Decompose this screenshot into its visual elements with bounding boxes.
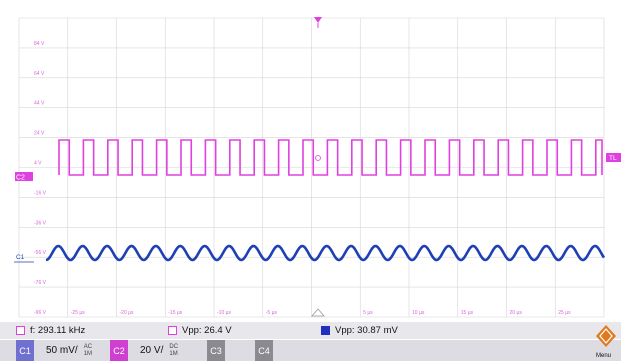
measurement-text: f: 293.11 kHz [30,325,86,336]
x-axis-label: 5 µs [363,310,373,316]
channel-tag: C4 [255,340,273,361]
x-axis-labels: -25 µs -20 µs -15 µs -10 µs -5 µs 5 µs 10 µs 15… [71,310,571,316]
trigger-position-marker[interactable] [314,17,322,28]
y-axis-label: -16 V [34,190,47,196]
c1-marker[interactable]: C1 [14,254,34,263]
trace-c1 [45,244,606,262]
menu-icon [596,325,616,347]
x-axis-label: -10 µs [217,310,231,316]
channel-c4[interactable]: C4 [255,340,300,361]
trigger-level-marker[interactable]: TL [606,153,621,162]
measurement-vpp-c2[interactable]: Vpp: 26.4 V [168,324,232,337]
y-axis-label: 84 V [34,41,45,47]
x-axis-label: 15 µs [461,310,474,316]
y-axis-label: -76 V [34,280,47,286]
channel-tag: C1 [16,340,34,361]
svg-text:C2: C2 [16,175,25,182]
channel-c2[interactable]: C2 20 V/ DC 1M [110,340,202,361]
measurement-text: Vpp: 26.4 V [182,325,232,336]
c2-marker[interactable]: C2 [15,172,33,182]
channel-scale: 50 mV/ [46,345,78,356]
measurement-frequency[interactable]: f: 293.11 kHz [16,324,85,337]
measurement-swatch [16,326,25,335]
channel-coupling: AC 1M [83,343,93,357]
measurement-bar: f: 293.11 kHz Vpp: 26.4 V Vpp: 30.87 mV [0,322,621,339]
channel-tag: C3 [207,340,225,361]
y-axis-label: -36 V [34,220,47,226]
y-axis-label: 64 V [34,71,45,77]
graticule [18,17,605,318]
x-axis-label: -25 µs [71,310,85,316]
channel-c1[interactable]: C1 50 mV/ AC 1M [16,340,108,361]
x-axis-label: -20 µs [120,310,134,316]
x-axis-label: 25 µs [558,310,571,316]
measurement-swatch [321,326,330,335]
y-axis-label: -96 V [34,310,47,316]
measurement-text: Vpp: 30.87 mV [335,325,398,336]
center-marker-icon [311,155,325,317]
y-axis-label: 24 V [34,131,45,137]
measurement-vpp-c1[interactable]: Vpp: 30.87 mV [321,324,398,337]
channel-bar: C1 50 mV/ AC 1M C2 20 V/ DC 1M C3 C4 [0,340,621,361]
y-axis-label: 4 V [34,161,42,167]
y-axis-labels: 84 V 64 V 44 V 24 V 4 V -16 V -36 V -56 V -76 V -… [34,41,47,316]
y-axis-label: 44 V [34,101,45,107]
x-axis-label: -15 µs [168,310,182,316]
channel-c3[interactable]: C3 [207,340,252,361]
x-axis-label: 20 µs [510,310,523,316]
x-axis-label: -5 µs [266,310,278,316]
channel-tag: C2 [110,340,128,361]
trace-c2 [58,139,603,176]
menu-button[interactable] [592,322,620,361]
channel-coupling: DC 1M [169,343,179,357]
y-axis-label: -56 V [34,250,47,256]
menu-label: Menu [596,353,612,359]
svg-text:C1: C1 [16,254,25,261]
measurement-swatch [168,326,177,335]
channel-scale: 20 V/ [140,345,164,356]
svg-text:TL: TL [609,155,617,162]
x-axis-label: 10 µs [412,310,425,316]
